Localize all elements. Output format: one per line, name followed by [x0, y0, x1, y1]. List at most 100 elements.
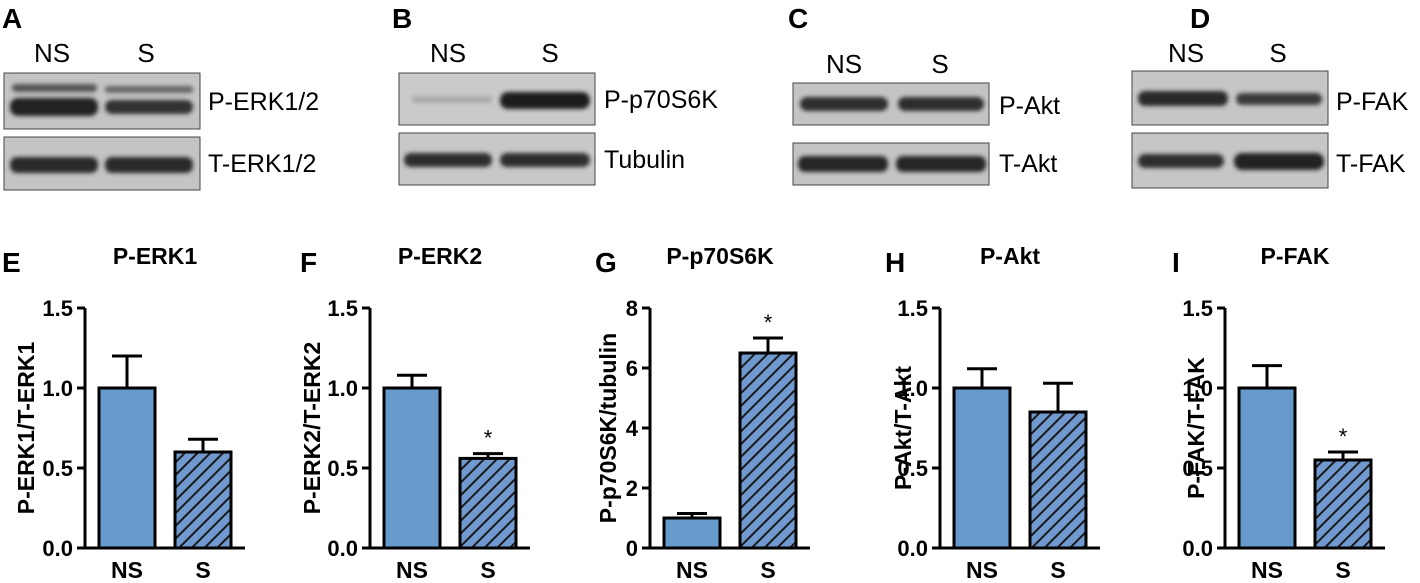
significance-marker: * [484, 426, 493, 451]
y-tick-label: 1.0 [897, 376, 928, 401]
y-tick-label: 0.0 [897, 536, 928, 561]
blot-panel-a: A NS S P-ERK1/2 T-ERK1/2 [2, 3, 319, 191]
blot-row-top [3, 72, 201, 130]
x-tick-label: S [195, 557, 210, 583]
y-tick-label: 1.5 [1182, 296, 1213, 321]
x-tick-label: S [760, 557, 775, 583]
band [1138, 91, 1228, 106]
bar-ns [952, 386, 1012, 550]
band [404, 153, 492, 167]
band [12, 84, 97, 92]
y-axis-label: P-FAK/T-FAK [1183, 357, 1209, 499]
chart-title: P-ERK1 [113, 243, 198, 269]
y-tick-label: 0.5 [42, 456, 73, 481]
panel-letter: H [885, 247, 905, 278]
lane-label-s: S [137, 38, 154, 68]
band [412, 96, 492, 103]
blot-label-top: P-FAK [1336, 88, 1409, 116]
blot-label-bottom: Tubulin [604, 146, 685, 174]
y-axis-label: P-p70S6K/tubulin [595, 333, 621, 523]
x-tick-label: NS [676, 557, 708, 583]
significance-marker: * [764, 310, 773, 335]
y-tick-label: 4 [626, 416, 639, 441]
band [798, 156, 888, 172]
y-tick-label: 0.0 [1182, 536, 1213, 561]
band [105, 86, 193, 93]
band [800, 97, 888, 111]
y-tick-label: 0 [626, 536, 638, 561]
blot-row-bottom [1131, 132, 1329, 189]
panel-letter: F [300, 247, 317, 278]
x-tick-label: NS [966, 557, 998, 583]
chart-panel-h: H P-Akt P-Akt/T-Akt 0.0 0.5 1.0 1.5 NS S [885, 243, 1100, 583]
blot-label-top: P-p70S6K [604, 86, 718, 114]
band [898, 97, 984, 111]
y-tick-label: 0.5 [1182, 456, 1213, 481]
y-tick-label: 1.0 [1182, 376, 1213, 401]
panel-letter-d: D [1190, 3, 1210, 34]
lane-label-ns: NS [430, 38, 466, 68]
panel-letter-a: A [2, 3, 22, 34]
x-tick-label: S [480, 557, 495, 583]
band [896, 156, 986, 172]
significance-marker: * [1339, 424, 1348, 449]
y-tick-label: 1.0 [327, 376, 358, 401]
bar-s [1028, 410, 1088, 550]
blot-label-bottom: T-FAK [1336, 150, 1406, 178]
blot-panel-d: D NS S P-FAK T-FAK [1131, 3, 1409, 189]
chart-title: P-FAK [1261, 243, 1330, 269]
y-tick-label: 0.0 [42, 536, 73, 561]
panel-letter-b: B [392, 3, 412, 34]
blot-panel-b: B NS S P-p70S6K Tubulin [392, 3, 718, 186]
chart-title: P-p70S6K [666, 243, 774, 269]
bar-ns [97, 386, 157, 550]
lane-label-s: S [931, 49, 948, 79]
lane-label-ns: NS [34, 38, 70, 68]
band [10, 98, 98, 116]
y-tick-label: 1.5 [327, 296, 358, 321]
bar-s [1313, 458, 1373, 550]
panel-letter-c: C [788, 3, 808, 34]
lane-label-s: S [1269, 38, 1286, 68]
y-tick-label: 2 [626, 476, 638, 501]
x-tick-label: NS [396, 557, 428, 583]
blot-row-top [398, 72, 596, 126]
blot-row-top [1131, 70, 1329, 126]
panel-letter: I [1172, 247, 1180, 278]
y-axis-label: P-ERK1/T-ERK1 [13, 342, 39, 515]
y-axis-label: P-Akt/T-Akt [890, 366, 916, 490]
band [105, 157, 193, 173]
x-tick-label: NS [1251, 557, 1283, 583]
bar-s [458, 456, 518, 550]
x-tick-label: S [1050, 557, 1065, 583]
blot-row-bottom [398, 132, 596, 186]
bar-s [738, 351, 798, 550]
lane-label-ns: NS [826, 49, 862, 79]
x-tick-label: NS [111, 557, 143, 583]
bar-s [173, 450, 233, 550]
band [500, 153, 590, 167]
y-tick-label: 1.5 [42, 296, 73, 321]
lane-label-s: S [541, 38, 558, 68]
chart-panel-i: I P-FAK P-FAK/T-FAK 0.0 0.5 1.0 1.5 NS * S [1172, 243, 1385, 583]
y-tick-label: 0.0 [327, 536, 358, 561]
band [500, 92, 590, 109]
y-tick-label: 6 [626, 356, 638, 381]
bar-ns [662, 516, 722, 550]
blot-label-top: P-Akt [999, 92, 1060, 120]
blot-row-top [792, 82, 990, 126]
band [105, 100, 193, 114]
y-tick-label: 0.5 [327, 456, 358, 481]
band [10, 157, 98, 173]
y-tick-label: 0.5 [897, 456, 928, 481]
blot-label-bottom: T-ERK1/2 [208, 150, 316, 178]
blot-row-bottom [792, 142, 990, 186]
blot-label-bottom: T-Akt [999, 150, 1057, 178]
blot-panel-c: C NS S P-Akt T-Akt [788, 3, 1060, 186]
blot-label-top: P-ERK1/2 [208, 88, 319, 116]
